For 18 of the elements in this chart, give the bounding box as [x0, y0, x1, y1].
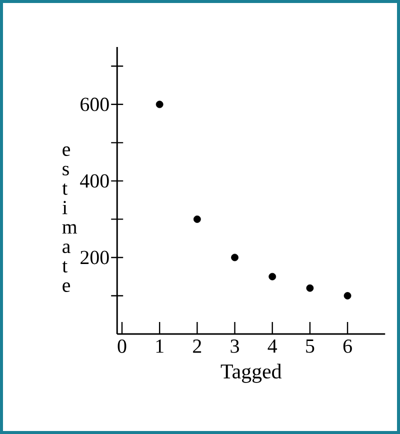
point — [231, 254, 238, 262]
y-axis-title: estimate — [62, 146, 78, 292]
point — [344, 292, 352, 300]
y-tick-label: 400 — [80, 174, 109, 188]
y-tick-label: 200 — [80, 250, 109, 264]
x-tick-label: 5 — [306, 340, 314, 353]
point — [306, 284, 314, 292]
point — [156, 100, 164, 108]
x-tick-label: 3 — [230, 340, 239, 353]
y-tick-label: 600 — [80, 98, 109, 112]
point — [268, 272, 276, 280]
x-tick-label: 6 — [343, 340, 352, 353]
x-tick-label: 0 — [118, 340, 126, 353]
point — [193, 216, 201, 223]
x-tick-label: 4 — [268, 340, 278, 353]
x-axis-title: Tagged — [220, 364, 282, 383]
x-tick-label: 2 — [193, 340, 202, 353]
x-tick-label: 1 — [156, 340, 164, 353]
